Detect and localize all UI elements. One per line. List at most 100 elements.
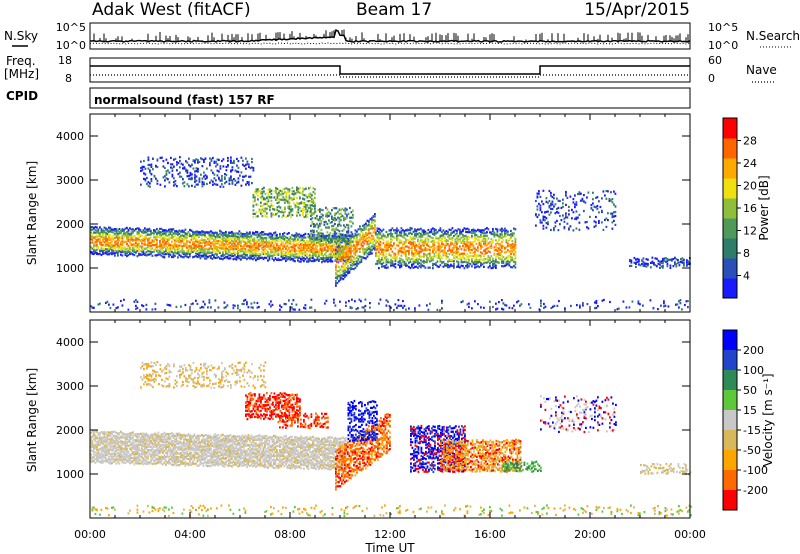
cell	[351, 306, 353, 310]
cell	[186, 232, 188, 235]
cell	[487, 250, 490, 253]
cell	[675, 258, 678, 261]
cell	[577, 216, 579, 219]
cell	[108, 247, 110, 250]
cell	[306, 256, 308, 259]
cell	[99, 249, 101, 252]
cell	[572, 229, 575, 232]
cell	[238, 243, 241, 246]
cell	[365, 257, 367, 260]
cell	[147, 163, 150, 166]
cell	[135, 299, 137, 302]
cell	[136, 233, 139, 236]
cell	[309, 257, 311, 260]
cell	[495, 264, 497, 267]
cell	[528, 303, 530, 306]
cell	[337, 235, 340, 238]
cell	[222, 246, 224, 249]
cell	[360, 258, 363, 261]
cell	[198, 246, 200, 250]
cell	[420, 266, 422, 269]
cell	[244, 235, 247, 238]
cell	[459, 245, 461, 248]
cell	[141, 234, 143, 237]
cell	[211, 235, 214, 238]
cell	[186, 239, 188, 242]
cell	[318, 250, 320, 253]
cell	[349, 234, 352, 237]
cell	[235, 238, 238, 241]
cell	[307, 244, 310, 247]
cell	[342, 248, 345, 251]
cell	[405, 253, 407, 256]
cell	[504, 235, 506, 238]
cell	[444, 247, 446, 250]
cell	[408, 252, 410, 255]
cell	[382, 234, 385, 238]
cell	[147, 184, 150, 187]
cell	[414, 254, 416, 257]
cell	[204, 241, 206, 245]
cell	[208, 240, 211, 243]
cell	[456, 229, 458, 232]
cell	[160, 243, 163, 246]
cell	[496, 253, 499, 256]
cell	[242, 179, 244, 182]
cell	[337, 240, 339, 243]
cell	[669, 264, 672, 267]
cell	[156, 227, 158, 231]
cell	[207, 231, 209, 234]
cell	[441, 237, 443, 240]
cell	[374, 215, 376, 218]
cell	[210, 159, 213, 162]
cell	[291, 198, 294, 201]
cell	[234, 246, 236, 249]
cell	[312, 254, 314, 257]
cell	[459, 253, 461, 256]
cell	[314, 203, 316, 206]
cell	[328, 214, 330, 217]
cell	[307, 233, 310, 236]
cell	[286, 244, 289, 247]
cell	[246, 245, 248, 248]
cell	[384, 246, 386, 249]
cell	[189, 228, 191, 232]
cell	[379, 262, 382, 265]
cell	[227, 156, 229, 160]
cell	[151, 240, 154, 243]
cell	[309, 192, 312, 195]
cell	[231, 234, 233, 237]
cell	[252, 205, 255, 208]
cell	[312, 257, 314, 260]
cell	[504, 227, 506, 230]
cell	[283, 239, 286, 242]
cell	[275, 213, 277, 216]
cell	[209, 181, 211, 184]
cell	[221, 159, 223, 163]
cell	[126, 250, 128, 253]
cell	[630, 261, 633, 264]
cell	[430, 228, 433, 231]
cell	[168, 230, 170, 233]
cell	[270, 248, 272, 251]
cell	[372, 235, 375, 238]
cell	[252, 193, 255, 197]
cell	[123, 228, 125, 232]
cell	[536, 192, 539, 195]
cell	[315, 246, 317, 249]
cell	[483, 240, 485, 243]
cell	[153, 174, 156, 177]
cell	[368, 229, 370, 232]
cell	[505, 250, 508, 253]
cell	[349, 238, 351, 241]
cell	[433, 244, 436, 247]
cell	[296, 205, 298, 208]
cell	[554, 225, 557, 228]
cell	[498, 242, 500, 246]
cell	[204, 244, 206, 247]
cell	[319, 224, 321, 227]
cell	[490, 255, 493, 258]
cell	[390, 258, 392, 261]
cell	[486, 227, 488, 230]
cell	[278, 201, 280, 204]
